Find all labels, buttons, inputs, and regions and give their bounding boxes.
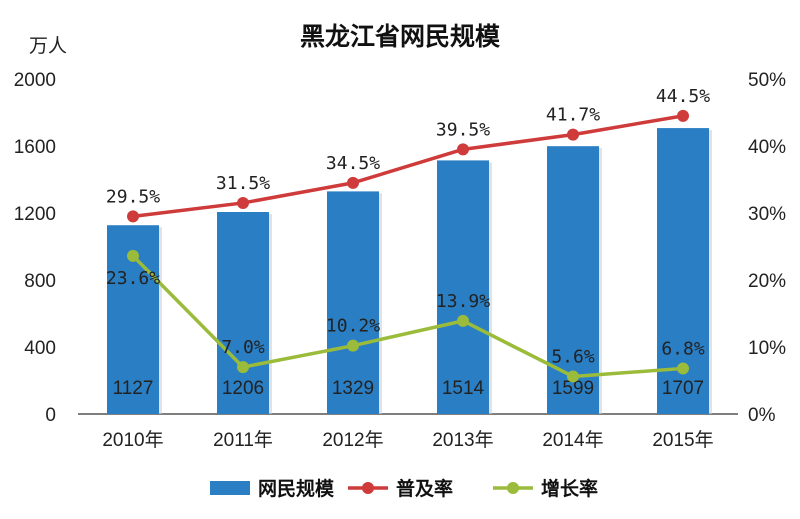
bar-value-labels: 1127 1206 1329 1514 1599 1707 (113, 378, 705, 399)
data-label: 29.5% (106, 186, 160, 207)
x-tick-label: 2011年 (213, 429, 273, 451)
bar-value-label: 1206 (222, 378, 264, 399)
data-label: 44.5% (656, 86, 710, 107)
right-tick-label: 40% (748, 137, 786, 158)
left-tick-label: 0 (45, 405, 56, 426)
left-tick-label: 1600 (14, 137, 56, 158)
data-label: 39.5% (436, 119, 490, 140)
data-point (457, 314, 469, 327)
data-point (237, 361, 249, 374)
bar-value-label: 1329 (332, 378, 374, 399)
data-point (347, 339, 359, 352)
left-tick-label: 800 (24, 271, 56, 292)
legend: 网民规模 普及率 增长率 (210, 477, 598, 500)
x-tick-label: 2015年 (652, 429, 713, 451)
legend-swatch-marker (362, 482, 374, 494)
data-point (457, 143, 469, 156)
left-tick-label: 400 (24, 338, 56, 359)
x-axis: 2010年 2011年 2012年 2013年 2014年 2015年 (102, 429, 713, 451)
right-axis: 0% 10% 20% 30% 40% 50% (748, 70, 786, 426)
legend-label: 增长率 (541, 477, 598, 500)
data-point (127, 249, 139, 262)
data-label: 5.6% (551, 346, 595, 367)
legend-label: 普及率 (396, 477, 453, 500)
data-point (677, 109, 689, 122)
data-label: 6.8% (661, 338, 705, 359)
bar-series (107, 128, 712, 415)
bar-value-label: 1707 (662, 378, 704, 399)
right-tick-label: 0% (748, 405, 776, 426)
bar (327, 191, 379, 414)
data-point (567, 128, 579, 141)
right-tick-label: 20% (748, 271, 786, 292)
right-tick-label: 30% (748, 204, 786, 225)
data-point (677, 362, 689, 375)
data-label: 41.7% (546, 105, 600, 126)
bar (437, 160, 489, 414)
bar-value-label: 1599 (552, 378, 594, 399)
data-point (237, 196, 249, 209)
legend-label: 网民规模 (258, 477, 335, 500)
data-label: 23.6% (106, 268, 160, 289)
data-point (127, 210, 139, 223)
bar (217, 211, 269, 414)
right-tick-label: 50% (748, 70, 786, 91)
data-label: 34.5% (326, 153, 380, 174)
bar-value-label: 1127 (113, 378, 154, 399)
right-tick-label: 10% (748, 338, 786, 359)
series-line-penetration (132, 114, 684, 219)
chart-title: 黑龙江省网民规模 (300, 22, 501, 51)
x-tick-label: 2010年 (102, 429, 163, 451)
data-label: 31.5% (216, 173, 270, 194)
left-tick-label: 1200 (14, 204, 56, 225)
data-label: 10.2% (326, 316, 380, 337)
left-tick-label: 2000 (14, 70, 56, 91)
left-axis: 0 400 800 1200 1600 2000 (14, 70, 56, 426)
data-point (347, 176, 359, 189)
y-axis-unit: 万人 (29, 35, 67, 57)
x-tick-label: 2012年 (322, 429, 383, 451)
data-label: 13.9% (436, 291, 490, 312)
legend-swatch-bar (210, 481, 250, 495)
line-series: 29.5% 31.5% 34.5% 39.5% 41.7% 44.5% 23.6% 7.0% 1… (106, 86, 710, 383)
legend-swatch-marker (507, 482, 519, 494)
series-line-growth (131, 254, 684, 379)
data-label: 7.0% (221, 337, 265, 358)
data-point (567, 370, 579, 383)
bar-value-label: 1514 (442, 378, 485, 399)
x-tick-label: 2014年 (542, 429, 603, 451)
x-tick-label: 2013年 (432, 429, 493, 451)
